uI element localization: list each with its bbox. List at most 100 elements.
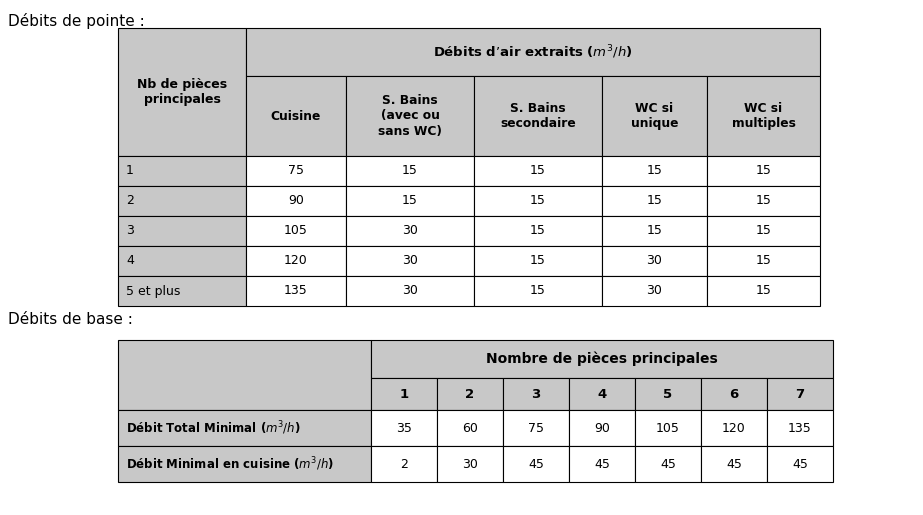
Bar [602, 216, 707, 246]
Bar [474, 276, 602, 306]
Text: 45: 45 [594, 457, 610, 471]
Text: 30: 30 [402, 225, 418, 237]
Bar [707, 156, 820, 186]
Bar [707, 246, 820, 276]
Text: 45: 45 [726, 457, 742, 471]
Bar [118, 216, 246, 246]
Text: Débit Minimal en cuisine ($m^3/h$): Débit Minimal en cuisine ($m^3/h$) [126, 455, 334, 473]
Text: S. Bains
(avec ou
sans WC): S. Bains (avec ou sans WC) [378, 94, 442, 138]
Bar [346, 246, 474, 276]
Bar [701, 410, 767, 446]
Text: 90: 90 [288, 195, 304, 208]
Bar [602, 186, 707, 216]
Bar [701, 446, 767, 482]
Text: 1: 1 [126, 164, 134, 178]
Text: 15: 15 [647, 195, 663, 208]
Text: 15: 15 [530, 195, 545, 208]
Bar [503, 410, 569, 446]
Bar [569, 410, 635, 446]
Text: 15: 15 [402, 195, 418, 208]
Text: 15: 15 [530, 284, 545, 298]
Text: 60: 60 [462, 421, 478, 435]
Text: Débits d’air extraits ($m^3/h$): Débits d’air extraits ($m^3/h$) [433, 43, 633, 61]
Bar [503, 446, 569, 482]
Text: 45: 45 [660, 457, 676, 471]
Bar [474, 156, 602, 186]
Bar [602, 156, 707, 186]
Bar [246, 216, 346, 246]
Bar [767, 378, 833, 410]
Text: WC si
unique: WC si unique [630, 102, 678, 130]
Bar [118, 410, 371, 446]
Bar [701, 378, 767, 410]
Bar [474, 246, 602, 276]
Text: 105: 105 [656, 421, 680, 435]
Text: 2: 2 [465, 387, 474, 401]
Text: 3: 3 [126, 225, 134, 237]
Text: Cuisine: Cuisine [270, 110, 321, 123]
Text: 105: 105 [284, 225, 308, 237]
Text: 135: 135 [284, 284, 308, 298]
Bar [602, 276, 707, 306]
Bar [635, 446, 701, 482]
Text: 2: 2 [400, 457, 408, 471]
Bar [346, 156, 474, 186]
Text: Débit Total Minimal ($m^3/h$): Débit Total Minimal ($m^3/h$) [126, 419, 301, 437]
Bar [503, 378, 569, 410]
Text: 15: 15 [756, 164, 772, 178]
Text: 15: 15 [756, 284, 772, 298]
Text: 135: 135 [788, 421, 812, 435]
Bar [474, 216, 602, 246]
Bar [118, 276, 246, 306]
Text: 6: 6 [729, 387, 738, 401]
Text: 30: 30 [647, 254, 663, 267]
Bar [371, 446, 437, 482]
Bar [346, 186, 474, 216]
Bar [371, 410, 437, 446]
Bar [246, 76, 346, 156]
Text: 45: 45 [528, 457, 544, 471]
Text: 15: 15 [402, 164, 418, 178]
Text: Débits de pointe :: Débits de pointe : [8, 13, 145, 29]
Bar [635, 410, 701, 446]
Bar [118, 446, 371, 482]
Text: S. Bains
secondaire: S. Bains secondaire [500, 102, 576, 130]
Text: 120: 120 [284, 254, 308, 267]
Text: 35: 35 [396, 421, 412, 435]
Text: 4: 4 [597, 387, 606, 401]
Bar [474, 76, 602, 156]
Text: 75: 75 [288, 164, 304, 178]
Bar [118, 28, 246, 156]
Bar [635, 378, 701, 410]
Bar [371, 378, 437, 410]
Text: 15: 15 [530, 164, 545, 178]
Text: 3: 3 [532, 387, 541, 401]
Text: Débits de base :: Débits de base : [8, 312, 133, 327]
Text: 15: 15 [756, 225, 772, 237]
Text: 15: 15 [647, 164, 663, 178]
Text: 5 et plus: 5 et plus [126, 284, 180, 298]
Text: 5: 5 [664, 387, 673, 401]
Bar [569, 378, 635, 410]
Bar [707, 186, 820, 216]
Text: 7: 7 [796, 387, 805, 401]
Bar [346, 276, 474, 306]
Text: 45: 45 [792, 457, 808, 471]
Bar [118, 340, 371, 410]
Bar [602, 246, 707, 276]
Bar [371, 340, 833, 378]
Bar [346, 216, 474, 246]
Text: WC si
multiples: WC si multiples [732, 102, 796, 130]
Text: Nombre de pièces principales: Nombre de pièces principales [486, 352, 718, 366]
Text: 30: 30 [462, 457, 478, 471]
Bar [246, 156, 346, 186]
Bar [246, 186, 346, 216]
Bar [246, 28, 820, 76]
Text: 15: 15 [530, 254, 545, 267]
Bar [767, 446, 833, 482]
Text: 90: 90 [594, 421, 610, 435]
Bar [707, 216, 820, 246]
Bar [437, 410, 503, 446]
Text: 30: 30 [402, 284, 418, 298]
Text: 120: 120 [722, 421, 746, 435]
